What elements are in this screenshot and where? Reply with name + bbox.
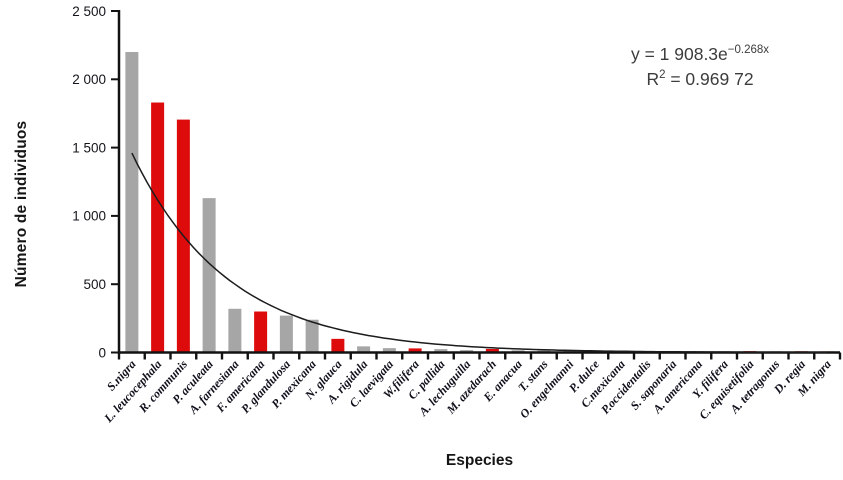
r2-rest: = 0.969 72 — [665, 69, 754, 90]
bar-a-rigidula — [357, 346, 371, 353]
equation-exponent: −0.268x — [727, 44, 770, 57]
bar-n-glauca — [331, 338, 345, 353]
exponential-trendline — [131, 152, 828, 354]
trendline-equation: y = 1 908.3e−0.268x — [585, 42, 815, 67]
bar-c-pallida — [434, 349, 448, 353]
y-tick-label: 500 — [83, 277, 106, 292]
equation-base: y = 1 908.3e — [630, 44, 728, 64]
bar-p-mexicana — [305, 319, 319, 353]
y-tick-label: 0 — [98, 345, 106, 360]
r2-base: R — [646, 69, 660, 90]
y-axis-title: Número de individuos — [13, 120, 30, 288]
y-tick-label: 2 000 — [72, 72, 106, 87]
r-squared-value: R2 = 0.969 72 — [585, 67, 815, 92]
r2-superscript: 2 — [659, 69, 666, 82]
bar-p-aculeata — [202, 198, 216, 353]
y-tick-label: 1 000 — [72, 209, 106, 224]
y-tick-label: 1 500 — [72, 140, 106, 155]
bar-m-azedarach — [485, 348, 499, 353]
trendline-annotation: y = 1 908.3e−0.268x R2 = 0.969 72 — [585, 42, 815, 93]
bar-s-nigra — [125, 51, 139, 353]
y-tick-label: 2 500 — [72, 4, 106, 19]
bar-w-filifera — [408, 348, 422, 353]
bar-a-farnesiana — [228, 308, 242, 353]
bar-c-laevigata — [382, 348, 396, 353]
bar-l-leucocephala — [151, 102, 165, 353]
x-axis-title: Especies — [445, 452, 514, 469]
bar-p-glandulosa — [279, 315, 293, 353]
bar-f-americana — [254, 311, 268, 353]
